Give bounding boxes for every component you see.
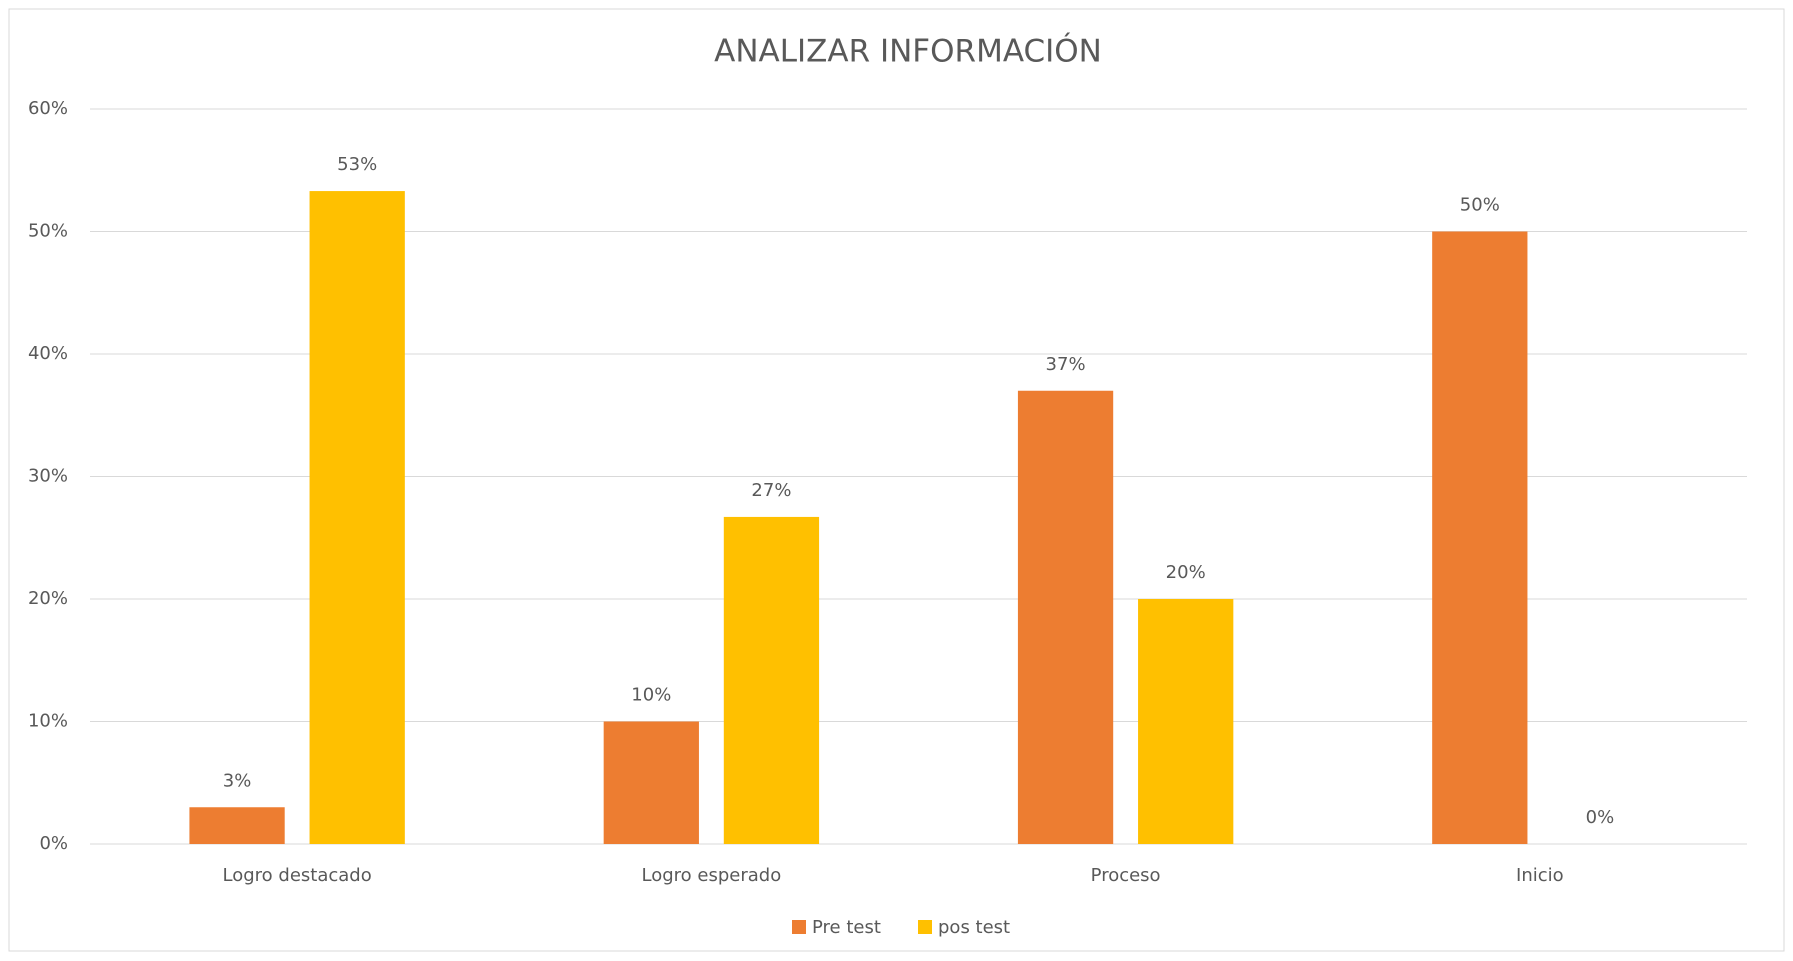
y-tick-label: 10% (28, 711, 68, 732)
data-label: 3% (223, 770, 252, 791)
bar (603, 721, 699, 844)
y-tick-label: 40% (28, 343, 68, 364)
legend-swatch (918, 920, 932, 934)
data-label: 27% (751, 480, 791, 501)
data-label: 37% (1046, 354, 1086, 375)
legend-label: Pre test (812, 917, 881, 938)
bar (189, 807, 285, 844)
data-label: 53% (337, 154, 377, 175)
data-label: 10% (631, 685, 671, 706)
x-tick-label: Logro esperado (642, 865, 782, 886)
data-label: 20% (1166, 562, 1206, 583)
y-tick-label: 20% (28, 588, 68, 609)
bar (1138, 599, 1234, 844)
bar (1017, 390, 1114, 844)
legend-label: pos test (938, 917, 1010, 938)
legend-swatch (792, 920, 806, 934)
chart-title: ANALIZAR INFORMACIÓN (714, 33, 1102, 70)
bar (1432, 231, 1528, 844)
y-tick-label: 50% (28, 221, 68, 242)
x-tick-label: Logro destacado (223, 865, 372, 886)
x-tick-label: Proceso (1091, 865, 1161, 886)
data-label: 0% (1586, 807, 1615, 828)
bar (309, 191, 405, 844)
y-tick-label: 0% (39, 833, 68, 854)
y-tick-label: 60% (28, 98, 68, 119)
bar (723, 516, 820, 844)
x-tick-label: Inicio (1516, 865, 1564, 886)
data-label: 50% (1460, 195, 1500, 216)
y-tick-label: 30% (28, 466, 68, 487)
